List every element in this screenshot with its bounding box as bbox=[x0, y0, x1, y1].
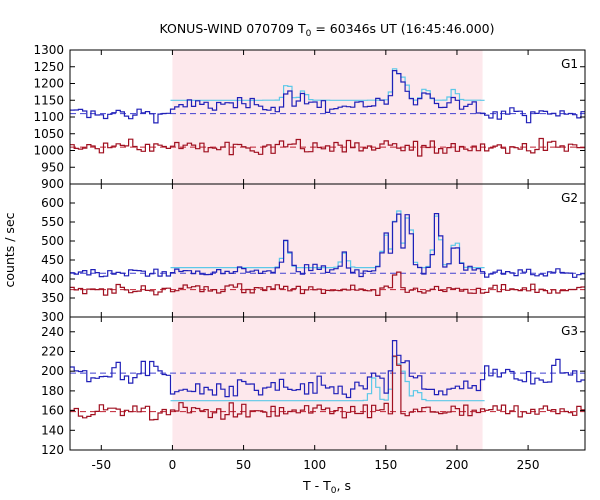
series-high-g1 bbox=[70, 70, 586, 124]
panel-frame-g3 bbox=[69, 316, 586, 451]
x-tick-label: 50 bbox=[236, 458, 251, 472]
fit-curve-g1 bbox=[170, 68, 485, 101]
y-tick-label-g2: 450 bbox=[41, 253, 64, 267]
x-tick-label: 200 bbox=[446, 458, 469, 472]
y-tick-label-g1: 1250 bbox=[33, 60, 64, 74]
y-tick-label-g3: 200 bbox=[41, 364, 64, 378]
series-layer bbox=[70, 68, 586, 421]
x-tick-label: 0 bbox=[169, 458, 177, 472]
panel-label-g3: G3 bbox=[561, 324, 578, 338]
y-tick-label-g1: 1150 bbox=[33, 93, 64, 107]
y-tick-label-g1: 1000 bbox=[33, 144, 64, 158]
y-tick-label-g3: 220 bbox=[41, 344, 64, 358]
y-tick-label-g1: 900 bbox=[41, 177, 64, 191]
shaded-interval-g1 bbox=[172, 50, 483, 184]
x-tick-label: 150 bbox=[374, 458, 397, 472]
y-tick-label-g2: 550 bbox=[41, 215, 64, 229]
series-low-g2 bbox=[70, 271, 586, 296]
y-tick-label-g2: 400 bbox=[41, 272, 64, 286]
frame-layer bbox=[69, 49, 586, 451]
y-tick-label-g3: 120 bbox=[41, 443, 64, 457]
shaded-interval-g2 bbox=[172, 184, 483, 317]
y-tick-label-g3: 140 bbox=[41, 423, 64, 437]
panel-label-g1: G1 bbox=[561, 57, 578, 71]
x-tick-label: 100 bbox=[303, 458, 326, 472]
panel-label-g2: G2 bbox=[561, 191, 578, 205]
series-low-g3 bbox=[70, 355, 586, 421]
x-tick-label: -50 bbox=[91, 458, 111, 472]
y-tick-label-g2: 300 bbox=[41, 310, 64, 324]
y-tick-label-g1: 1050 bbox=[33, 127, 64, 141]
series-high-g2 bbox=[70, 213, 586, 278]
shaded-interval-layer bbox=[172, 50, 483, 450]
x-axis-label: T - T0, s bbox=[302, 478, 351, 496]
panel-g3-series bbox=[70, 340, 586, 421]
shaded-interval-g3 bbox=[172, 317, 483, 450]
y-tick-label-g2: 500 bbox=[41, 234, 64, 248]
y-tick-label-g1: 1300 bbox=[33, 43, 64, 57]
fit-curve-g3 bbox=[170, 356, 485, 402]
y-tick-label-g1: 1200 bbox=[33, 77, 64, 91]
y-tick-label-g3: 180 bbox=[41, 384, 64, 398]
panel-g1-series bbox=[70, 68, 586, 157]
y-tick-label-g3: 240 bbox=[41, 325, 64, 339]
text-layer: KONUS-WIND 070709 T0 = 60346s UT (16:45:… bbox=[2, 21, 578, 496]
panel-g2-series bbox=[70, 210, 586, 296]
y-tick-label-g2: 350 bbox=[41, 291, 64, 305]
series-low-g1 bbox=[70, 137, 586, 157]
y-axis-label: counts / sec bbox=[2, 212, 17, 287]
y-tick-label-g2: 600 bbox=[41, 196, 64, 210]
y-tick-label-g3: 160 bbox=[41, 404, 64, 418]
series-high-g3 bbox=[70, 340, 586, 399]
y-tick-label-g1: 950 bbox=[41, 160, 64, 174]
x-tick-label: 250 bbox=[517, 458, 540, 472]
y-tick-label-g1: 1100 bbox=[33, 110, 64, 124]
chart-title: KONUS-WIND 070709 T0 = 60346s UT (16:45:… bbox=[159, 21, 494, 39]
